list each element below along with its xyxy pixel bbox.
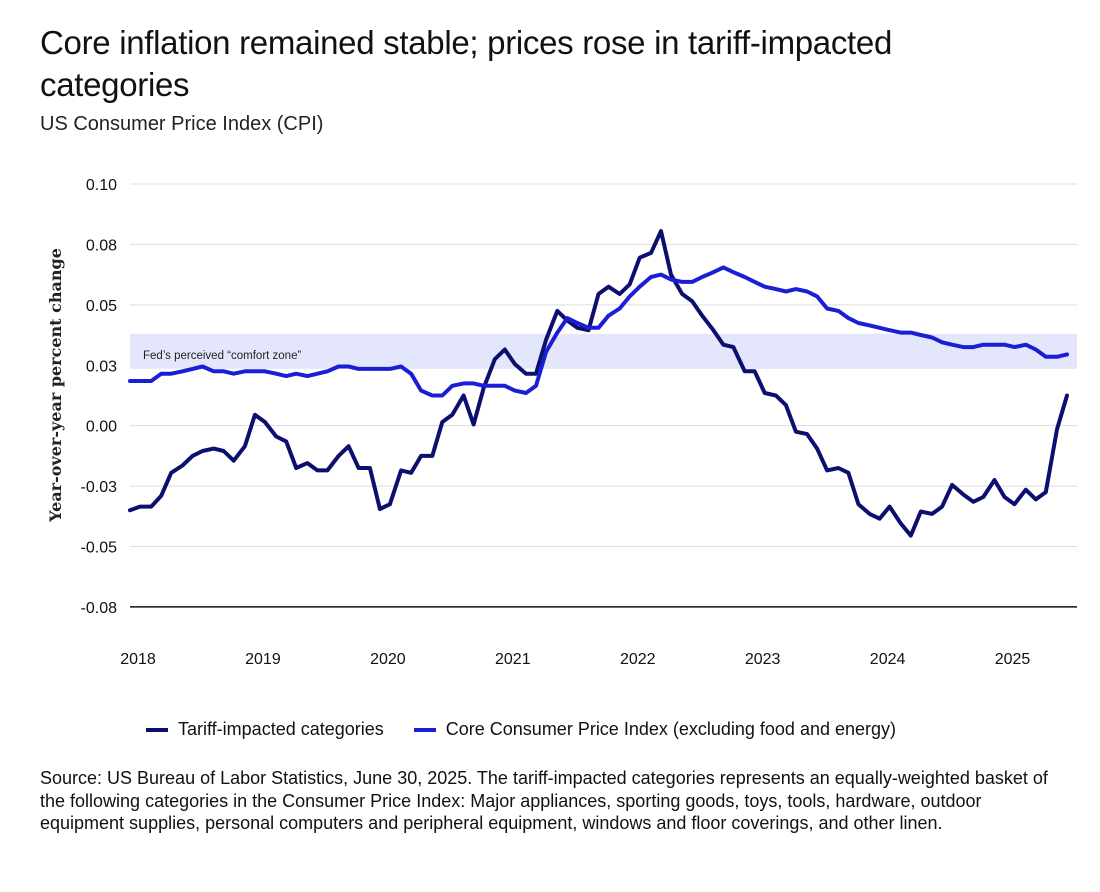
y-tick-label: -0.05 (81, 540, 118, 557)
series-layer (128, 229, 1069, 538)
y-tick-label: 0.00 (86, 419, 117, 436)
x-tick-label: 2024 (870, 651, 906, 668)
x-tick-label: 2020 (370, 651, 406, 668)
legend-swatch-core (413, 727, 436, 732)
legend-label-core: Core Consumer Price Index (excluding foo… (445, 719, 897, 739)
x-tick-label: 2023 (745, 651, 781, 668)
legend-label-tariff: Tariff-impacted categories (178, 719, 384, 739)
grid-layer (130, 183, 1077, 608)
y-tick-label: -0.03 (81, 479, 118, 496)
x-tick-label: 2022 (620, 651, 656, 668)
series-line-tariff (128, 229, 1069, 538)
x-tick-label: 2021 (495, 651, 531, 668)
y-tick-label: 0.08 (86, 237, 117, 254)
y-tick-label: 0.05 (86, 298, 117, 315)
legend-item-tariff: Tariff-impacted categories (146, 719, 384, 740)
chart-title: Core inflation remained stable; prices r… (40, 24, 893, 103)
chart-subtitle: US Consumer Price Index (CPI) (40, 113, 324, 135)
axis-layer: 0.10 0.08 0.05 0.03 0.00 -0.03 -0.05 -0.08 2018 2… (81, 177, 1031, 668)
comfort-zone-label: Fed’s perceived “comfort zone” (143, 350, 301, 362)
comfort-zone-band (130, 333, 1077, 369)
y-tick-label: 0.10 (86, 177, 117, 194)
x-tick-label: 2019 (245, 651, 281, 668)
y-tick-label: -0.08 (81, 600, 118, 617)
x-tick-label: 2025 (995, 651, 1031, 668)
legend-item-core: Core Consumer Price Index (excluding foo… (413, 719, 897, 740)
x-tick-label: 2018 (120, 651, 156, 668)
series-line-core (128, 265, 1069, 398)
source-note: Source: US Bureau of Labor Statistics, J… (40, 768, 1048, 833)
legend: Tariff-impacted categories Core Consumer… (146, 719, 926, 740)
comfort-zone-layer: Fed’s perceived “comfort zone” (130, 333, 1077, 369)
legend-swatch-tariff (146, 727, 168, 732)
line-chart: Fed’s perceived “comfort zone” 0.100.080… (81, 177, 1077, 668)
y-tick-label: 0.03 (86, 358, 117, 375)
